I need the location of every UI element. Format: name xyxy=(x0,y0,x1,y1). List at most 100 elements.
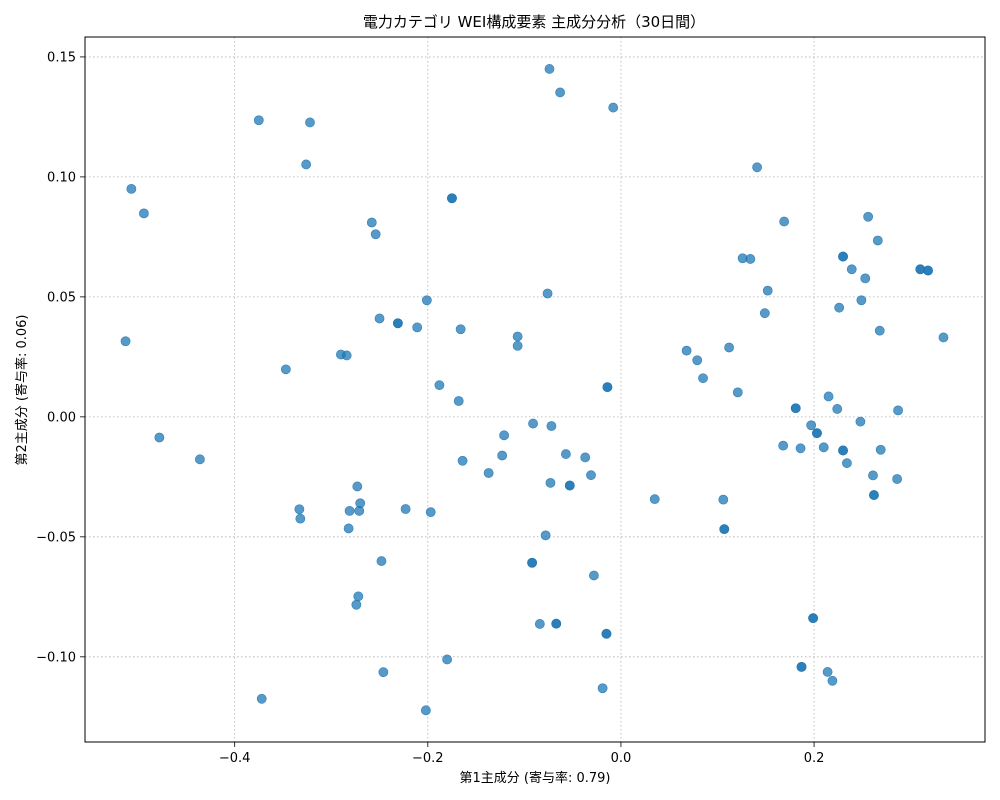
scatter-point xyxy=(392,318,403,329)
scatter-point xyxy=(301,159,312,170)
scatter-point xyxy=(724,342,734,353)
scatter-point xyxy=(564,480,575,491)
scatter-point xyxy=(544,64,555,74)
scatter-point xyxy=(534,619,545,629)
scatter-point xyxy=(366,217,377,228)
scatter-point xyxy=(455,324,466,335)
scatter-point xyxy=(412,322,423,333)
scatter-point xyxy=(442,654,453,665)
scatter-point xyxy=(425,507,436,518)
scatter-point xyxy=(355,498,366,509)
scatter-point xyxy=(860,273,871,284)
scatter-point xyxy=(759,308,770,319)
x-axis-ticks: −0.4 −0.2 0.0 0.2 xyxy=(219,742,825,766)
scatter-point xyxy=(827,675,838,686)
scatter-point xyxy=(602,382,613,393)
scatter-point xyxy=(597,683,608,694)
scatter-point xyxy=(512,331,523,342)
scatter-point xyxy=(253,115,264,126)
scatter-point xyxy=(822,667,833,677)
x-tick-label: −0.2 xyxy=(412,751,444,766)
y-axis-label: 第2主成分 (寄与率: 0.06) xyxy=(14,314,30,465)
scatter-point xyxy=(351,599,362,610)
scatter-point xyxy=(561,449,571,459)
scatter-point xyxy=(305,117,315,128)
scatter-point xyxy=(893,405,903,416)
scatter-point xyxy=(457,455,468,466)
x-tick-label: 0.2 xyxy=(804,751,825,766)
scatter-point xyxy=(126,183,137,194)
scatter-point xyxy=(527,557,538,568)
scatter-point xyxy=(681,345,692,356)
scatter-point xyxy=(718,494,729,505)
scatter-point xyxy=(863,211,874,222)
scatter-point xyxy=(938,332,949,343)
scatter-point xyxy=(846,264,857,275)
scatter-point xyxy=(447,193,457,204)
scatter-point xyxy=(601,628,612,639)
scatter-point xyxy=(497,450,508,461)
scatter-point xyxy=(528,418,538,429)
scatter-point xyxy=(453,396,464,406)
scatter-point xyxy=(808,613,819,624)
scatter-point xyxy=(795,443,806,454)
scatter-point xyxy=(842,458,852,469)
scatter-point xyxy=(370,229,381,240)
scatter-point xyxy=(875,444,886,455)
scatter-point xyxy=(868,470,878,481)
scatter-point xyxy=(589,570,599,581)
scatter-point xyxy=(376,556,387,566)
scatter-point xyxy=(195,454,205,465)
scatter-point xyxy=(834,302,845,313)
scatter-point xyxy=(512,340,523,351)
grid-lines xyxy=(85,37,985,742)
scatter-point xyxy=(374,313,385,324)
scatter-point xyxy=(545,477,556,488)
scatter-point xyxy=(546,421,557,431)
scatter-point xyxy=(420,705,431,716)
scatter-point xyxy=(779,216,790,227)
scatter-point xyxy=(341,350,352,361)
scatter-point xyxy=(923,265,933,276)
scatter-point xyxy=(542,288,553,299)
scatter-point xyxy=(732,387,743,398)
scatter-point xyxy=(869,490,879,500)
scatter-point xyxy=(280,364,291,375)
scatter-point xyxy=(778,440,789,451)
scatter-point xyxy=(806,420,817,431)
scatter-point xyxy=(872,235,883,246)
scatter-point xyxy=(608,102,619,113)
scatter-point xyxy=(555,87,566,98)
scatter-point xyxy=(256,693,267,704)
scatter-point xyxy=(540,530,551,541)
scatter-point xyxy=(434,380,445,391)
scatter-point xyxy=(483,468,494,478)
scatter-point xyxy=(855,416,866,427)
scatter-point xyxy=(586,470,596,481)
y-tick-label: 0.15 xyxy=(47,50,76,65)
scatter-point xyxy=(832,404,843,414)
chart-title: 電力カテゴリ WEI構成要素 主成分分析（30日間） xyxy=(363,13,705,31)
scatter-point xyxy=(580,452,591,463)
scatter-point xyxy=(499,430,509,441)
scatter-point xyxy=(745,254,756,264)
scatter-point xyxy=(649,494,660,505)
scatter-point xyxy=(856,295,867,306)
x-axis-label: 第1主成分 (寄与率: 0.79) xyxy=(459,770,610,786)
y-tick-label: 0.10 xyxy=(47,170,76,185)
y-tick-label: 0.05 xyxy=(47,290,76,305)
plot-frame xyxy=(84,36,986,743)
y-axis-ticks: −0.10 −0.05 0.00 0.05 0.10 0.15 xyxy=(36,50,85,665)
scatter-point xyxy=(812,428,822,439)
scatter-point xyxy=(823,391,834,402)
scatter-point xyxy=(400,504,411,514)
scatter-point xyxy=(344,506,355,516)
x-tick-label: −0.4 xyxy=(219,751,251,766)
data-points xyxy=(120,64,949,716)
y-tick-label: −0.10 xyxy=(36,650,76,665)
scatter-point xyxy=(343,523,354,534)
scatter-point xyxy=(353,591,364,602)
scatter-point xyxy=(551,618,562,629)
scatter-point xyxy=(120,336,131,347)
